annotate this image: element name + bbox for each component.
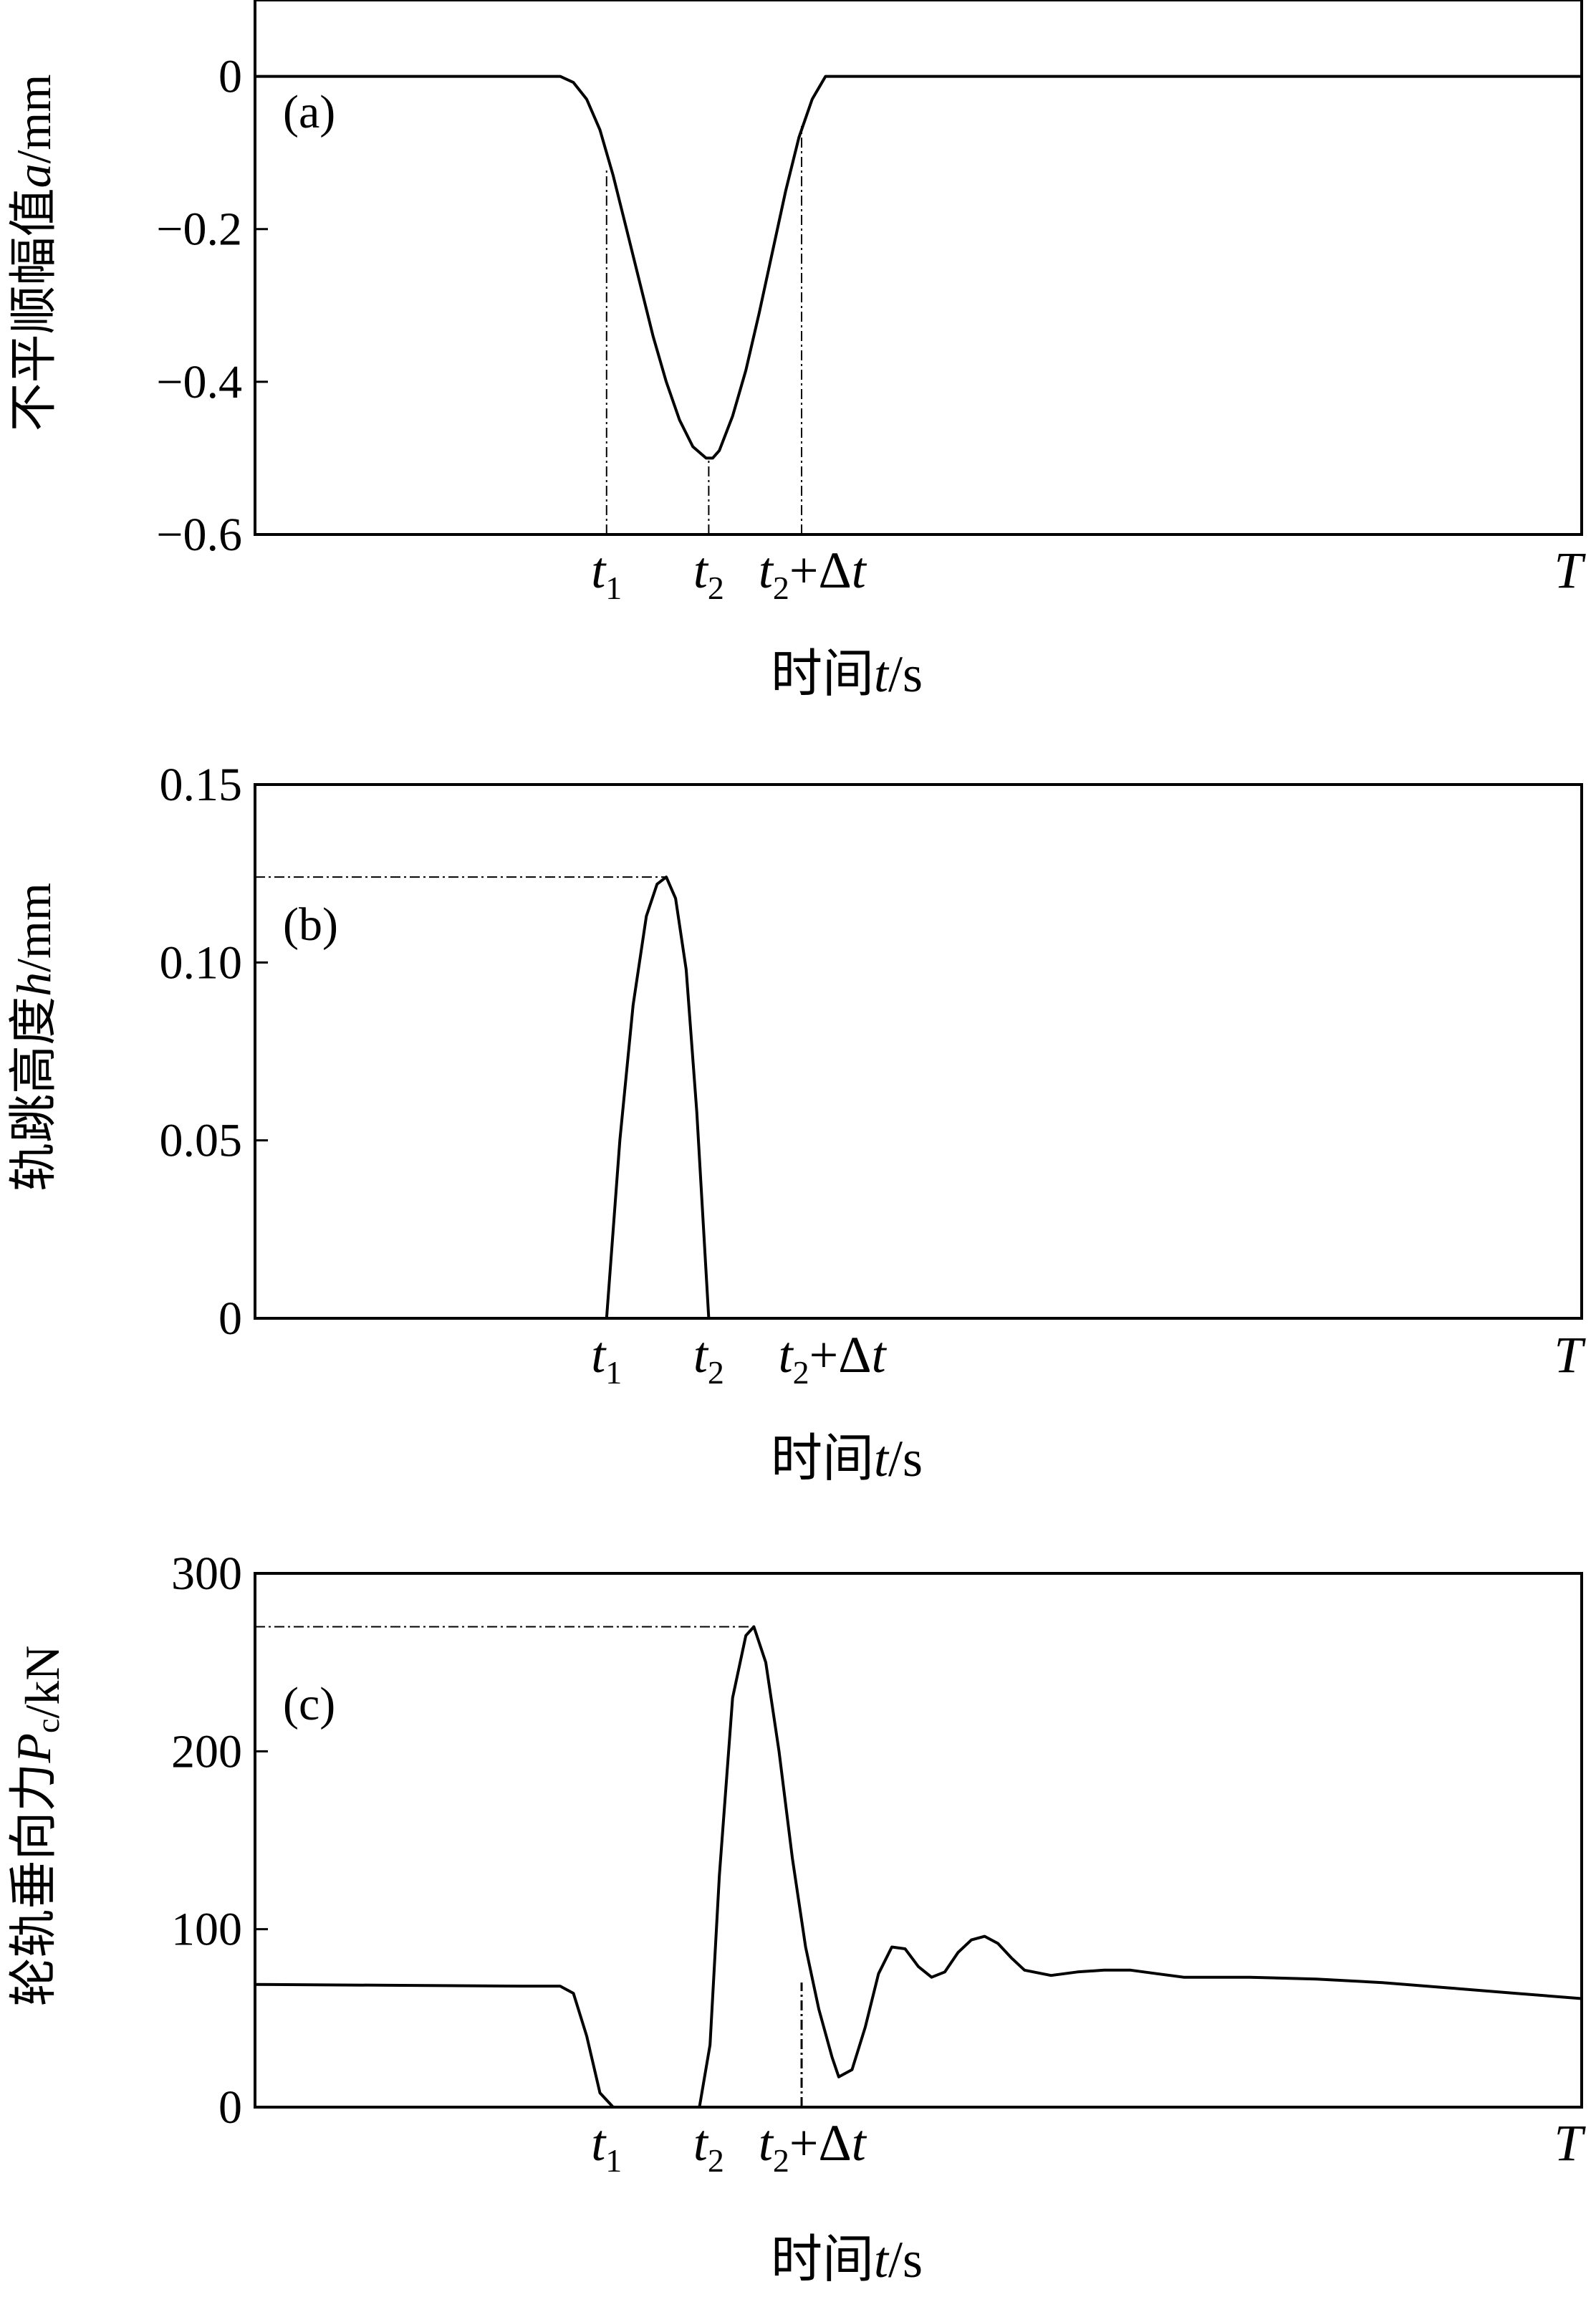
panel-b-ytick-label-1: 0.05 [160, 1115, 243, 1167]
panel-c: 0 100 200 300 t1 t2 t2+Δt T (c) 轮轨垂向力Pc/kN 时间t/s [6, 1548, 1586, 2288]
panel-a-ytick-label-2: −0.4 [156, 356, 242, 408]
panel-a-series-line [255, 75, 1582, 460]
panel-a-x-axis-label-part-1: t [874, 646, 890, 703]
panel-a-ytick-label-3: −0.6 [156, 509, 242, 561]
panel-a-xtick-label-3: T [1554, 542, 1586, 599]
panel-c-ytick-label-1: 100 [171, 1904, 242, 1956]
panel-c-y-axis-label-part-1: P [6, 1733, 61, 1764]
panel-c-y-axis-label: 轮轨垂向力Pc/kN [6, 1646, 69, 2007]
panel-b-ytick-label-2: 0.10 [160, 936, 243, 989]
panel-b-ytick-label-0: 0 [218, 1293, 242, 1345]
panel-b-xtick-label-0: t1 [591, 1326, 622, 1391]
panel-a-y-axis-label-part-0: 不平顺幅值 [6, 188, 61, 431]
panel-a-y-axis-label-part-2: /mm [6, 75, 61, 164]
panel-c-xtick-label-0: t1 [591, 2114, 622, 2179]
panel-a-ytick-label-1: −0.2 [156, 203, 242, 256]
panel-c-label: (c) [283, 1678, 335, 1730]
panel-c-ytick-label-0: 0 [218, 2081, 242, 2134]
panel-a-y-axis-label-part-1: a [6, 163, 61, 188]
panel-b-x-axis-label-part-1: t [874, 1430, 890, 1487]
panel-b-y-axis-label: 轨跳高度h/mm [6, 883, 61, 1191]
panel-c-ytick-label-2: 200 [171, 1725, 242, 1778]
panel-b-y-axis-label-part-2: /mm [6, 883, 61, 972]
panel-b-xtick-label-3: T [1554, 1326, 1586, 1384]
panel-c-x-axis-label-part-2: /s [888, 2231, 923, 2288]
panel-b-label: (b) [283, 898, 338, 951]
panel-c-x-axis-label-part-1: t [874, 2231, 890, 2288]
panel-b-plot-frame [254, 783, 1583, 1320]
panel-b-series-line [605, 876, 711, 1319]
panel-a-ytick-label-0: 0 [218, 51, 242, 103]
panel-b: 0 0.05 0.10 0.15 t1 t2 t2+Δt T (b) 轨跳高度h/mm 时间t/s [6, 759, 1586, 1487]
panel-c-xtick-label-3: T [1554, 2114, 1586, 2172]
panel-b-xtick-label-1: t2 [693, 1326, 724, 1391]
panel-c-xtick-label-1: t2 [693, 2114, 724, 2179]
panel-c-x-axis-label-part-0: 时间 [771, 2231, 874, 2288]
panel-c-xtick-label-2: t2+Δt [759, 2114, 867, 2179]
panel-c-y-axis-label-part-0: 轮轨垂向力 [6, 1763, 61, 2006]
panel-c-plot-frame [254, 1572, 1583, 2109]
panel-c-y-axis-label-part-2: c [29, 1719, 66, 1733]
panel-a: 0 −0.2 −0.4 −0.6 t1 t2 t2+Δt T (a) 不平顺幅值a/mm 时间t/s [6, 0, 1586, 703]
panel-c-y-axis-label-part-3: /kN [15, 1646, 69, 1719]
panel-c-ytick-label-3: 300 [171, 1548, 242, 1600]
panel-b-y-axis-label-part-0: 轨跳高度 [6, 997, 61, 1191]
panel-a-plot-frame [254, 0, 1583, 536]
panel-a-xtick-label-1: t2 [693, 542, 724, 606]
panel-a-xtick-label-2: t2+Δt [759, 542, 867, 606]
panel-a-x-axis-label: 时间t/s [771, 646, 923, 703]
panel-a-y-axis-label: 不平顺幅值a/mm [6, 75, 61, 432]
panel-a-label: (a) [283, 86, 335, 138]
panel-b-ytick-label-3: 0.15 [160, 759, 243, 811]
panel-b-x-axis-label: 时间t/s [771, 1430, 923, 1487]
panel-b-x-axis-label-part-0: 时间 [771, 1430, 874, 1487]
panel-c-series-line [254, 1625, 1582, 2109]
panel-a-x-axis-label-part-0: 时间 [771, 646, 874, 703]
panel-a-x-axis-label-part-2: /s [888, 646, 923, 703]
panel-c-x-axis-label: 时间t/s [771, 2231, 923, 2288]
panel-a-xtick-label-0: t1 [591, 542, 622, 606]
panel-b-y-axis-label-part-1: h [6, 972, 61, 997]
panel-b-x-axis-label-part-2: /s [888, 1430, 923, 1487]
panel-b-xtick-label-2: t2+Δt [779, 1326, 888, 1391]
